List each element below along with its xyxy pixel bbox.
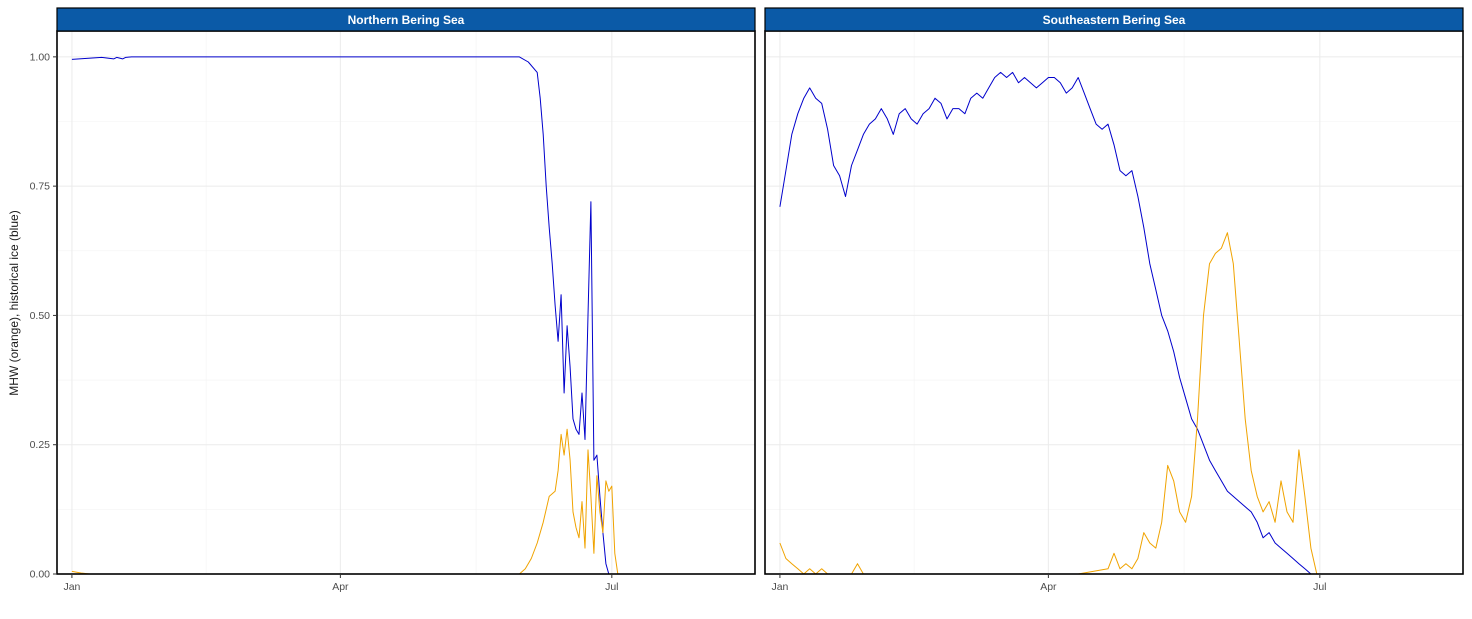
x-tick-label: Jan xyxy=(771,581,788,593)
facet-strip-title: Southeastern Bering Sea xyxy=(1043,13,1186,27)
facet-strip-title: Northern Bering Sea xyxy=(348,13,465,27)
panel-southeastern: Southeastern Bering Sea Jan Apr Jul xyxy=(764,7,1464,593)
panel-northern: Northern Bering Sea Jan Apr Jul 0.00 0.25 0.50… xyxy=(30,7,756,593)
x-tick-label: Jan xyxy=(63,581,80,593)
y-tick-label: 0.25 xyxy=(30,439,51,451)
y-tick-label: 0.00 xyxy=(30,569,51,581)
x-tick-label: Apr xyxy=(332,581,349,593)
x-tick-label: Jul xyxy=(605,581,618,593)
facet-strip xyxy=(764,7,1464,32)
x-tick-label: Apr xyxy=(1040,581,1057,593)
y-tick-label: 1.00 xyxy=(30,51,51,63)
series-line-ice xyxy=(779,71,1377,575)
x-tick-label: Jul xyxy=(1313,581,1326,593)
panel-background xyxy=(765,31,1463,574)
y-axis-label: MHW (orange), historical ice (blue) xyxy=(7,210,21,395)
panel-background xyxy=(57,31,755,574)
series-line-mhw xyxy=(71,428,669,575)
y-tick-label: 0.50 xyxy=(30,310,51,322)
y-tick-label: 0.75 xyxy=(30,181,51,193)
facet-strip xyxy=(56,7,756,32)
